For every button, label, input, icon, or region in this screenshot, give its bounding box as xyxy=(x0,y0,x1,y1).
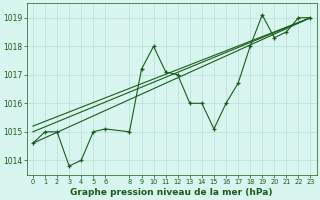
X-axis label: Graphe pression niveau de la mer (hPa): Graphe pression niveau de la mer (hPa) xyxy=(70,188,273,197)
